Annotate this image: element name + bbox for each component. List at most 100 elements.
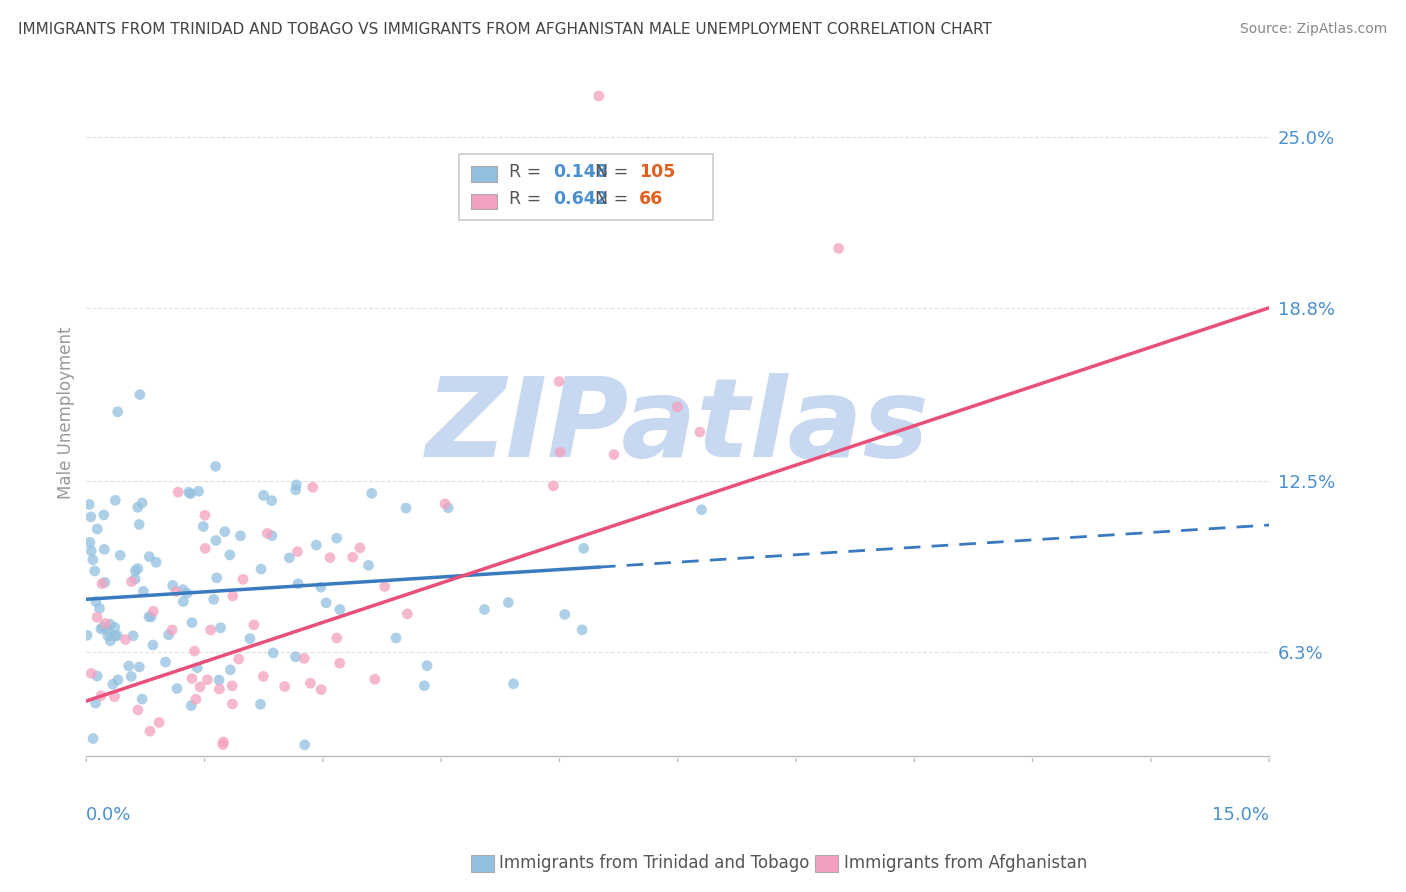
Point bbox=[222, 589, 245, 603]
Point bbox=[139, 610, 162, 624]
Point bbox=[97, 624, 120, 638]
Text: IMMIGRANTS FROM TRINIDAD AND TOBAGO VS IMMIGRANTS FROM AFGHANISTAN MALE UNEMPLOY: IMMIGRANTS FROM TRINIDAD AND TOBAGO VS I… bbox=[18, 22, 993, 37]
Point bbox=[588, 89, 610, 103]
Point bbox=[202, 592, 225, 607]
Text: ZIPatlas: ZIPatlas bbox=[426, 373, 929, 480]
Point bbox=[127, 500, 149, 515]
Point bbox=[187, 484, 209, 499]
Point bbox=[84, 594, 107, 608]
Point bbox=[666, 400, 689, 414]
Point bbox=[413, 679, 436, 693]
Point bbox=[166, 757, 188, 772]
Point bbox=[142, 604, 165, 618]
Point bbox=[76, 790, 98, 805]
Point bbox=[434, 497, 457, 511]
Point bbox=[229, 529, 252, 543]
Text: Immigrants from Trinidad and Tobago: Immigrants from Trinidad and Tobago bbox=[499, 855, 810, 872]
Point bbox=[184, 692, 207, 706]
Point bbox=[108, 548, 131, 562]
Point bbox=[128, 517, 150, 532]
Point bbox=[166, 681, 188, 696]
Point bbox=[104, 620, 127, 634]
Point bbox=[127, 703, 149, 717]
Point bbox=[474, 602, 496, 616]
Point bbox=[197, 673, 219, 687]
Point bbox=[284, 483, 307, 497]
Point bbox=[93, 508, 115, 522]
Point bbox=[305, 538, 328, 552]
Point bbox=[249, 698, 271, 712]
Point bbox=[128, 387, 150, 401]
Point bbox=[94, 575, 117, 590]
Point bbox=[571, 623, 593, 637]
Point bbox=[205, 571, 228, 585]
Point bbox=[131, 496, 153, 510]
Point bbox=[396, 607, 419, 621]
Point bbox=[194, 541, 217, 556]
Point bbox=[105, 628, 128, 642]
Text: 0.148: 0.148 bbox=[554, 162, 609, 181]
Point bbox=[165, 584, 187, 599]
Point bbox=[127, 561, 149, 575]
Point bbox=[167, 485, 190, 500]
Point bbox=[124, 572, 146, 586]
Point bbox=[287, 544, 309, 558]
Text: Immigrants from Afghanistan: Immigrants from Afghanistan bbox=[844, 855, 1087, 872]
Point bbox=[98, 617, 121, 632]
Point bbox=[94, 616, 117, 631]
Point bbox=[139, 724, 162, 739]
FancyBboxPatch shape bbox=[458, 154, 713, 219]
Point bbox=[221, 679, 243, 693]
Text: 0.0%: 0.0% bbox=[86, 805, 132, 823]
Point bbox=[90, 622, 112, 636]
Point bbox=[287, 576, 309, 591]
Point bbox=[97, 629, 120, 643]
Point bbox=[329, 602, 352, 616]
Point bbox=[232, 572, 254, 586]
Point bbox=[342, 550, 364, 565]
Point bbox=[180, 615, 202, 630]
Point bbox=[104, 629, 127, 643]
Point bbox=[101, 677, 124, 691]
Point bbox=[148, 715, 170, 730]
Point bbox=[124, 564, 146, 578]
Point bbox=[204, 459, 226, 474]
Point bbox=[292, 651, 315, 665]
Point bbox=[162, 578, 184, 592]
Point bbox=[181, 672, 204, 686]
Point bbox=[273, 680, 295, 694]
Point bbox=[690, 502, 713, 516]
Text: 15.0%: 15.0% bbox=[1212, 805, 1270, 823]
Point bbox=[172, 582, 194, 597]
Point bbox=[260, 493, 283, 508]
Point bbox=[80, 666, 103, 681]
Point bbox=[326, 531, 349, 545]
Point bbox=[183, 644, 205, 658]
Point bbox=[93, 542, 115, 557]
Point bbox=[364, 672, 387, 686]
Point bbox=[90, 689, 112, 703]
Point bbox=[155, 790, 177, 805]
Point bbox=[827, 241, 849, 255]
Point bbox=[82, 553, 104, 567]
Point bbox=[170, 769, 193, 783]
Point bbox=[177, 485, 200, 500]
Point bbox=[498, 595, 520, 609]
Point bbox=[309, 580, 332, 594]
Point bbox=[689, 425, 711, 439]
Point bbox=[309, 682, 332, 697]
Point bbox=[86, 522, 108, 536]
Point bbox=[76, 628, 98, 642]
Point bbox=[176, 586, 198, 600]
Point bbox=[145, 555, 167, 569]
Point bbox=[239, 632, 262, 646]
Point bbox=[80, 509, 103, 524]
Point bbox=[214, 524, 236, 539]
Point bbox=[118, 659, 141, 673]
Point bbox=[172, 594, 194, 608]
Point bbox=[256, 526, 278, 541]
Point bbox=[179, 486, 201, 500]
Point bbox=[82, 731, 104, 746]
Point bbox=[357, 558, 380, 573]
Point bbox=[205, 533, 228, 548]
